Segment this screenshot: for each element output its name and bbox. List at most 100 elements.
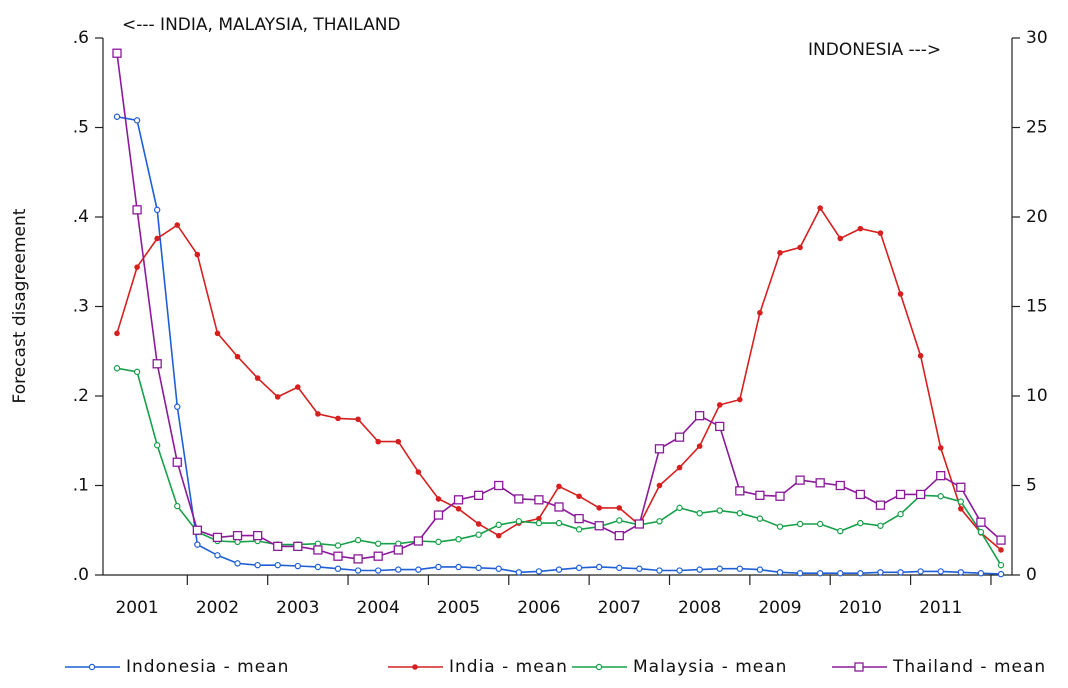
point: [214, 330, 221, 337]
point: [915, 489, 926, 500]
point: [877, 569, 884, 576]
point: [232, 530, 243, 541]
point: [274, 394, 281, 400]
point: [252, 530, 263, 541]
point: [514, 494, 524, 504]
point: [837, 527, 844, 535]
point: [815, 478, 825, 488]
point: [534, 495, 544, 505]
point: [194, 251, 201, 258]
point: [555, 519, 563, 527]
point: [855, 489, 866, 500]
point: [795, 475, 805, 485]
x-tick-label: 2006: [517, 598, 560, 618]
x-tick-label: 2002: [196, 598, 239, 618]
point: [314, 563, 322, 571]
point: [334, 542, 342, 549]
point: [857, 519, 864, 527]
point: [475, 521, 482, 527]
point: [495, 565, 502, 572]
point: [715, 421, 725, 432]
point: [555, 566, 563, 573]
point: [495, 521, 502, 529]
point: [837, 570, 844, 577]
point: [455, 505, 462, 512]
point: [194, 541, 201, 548]
point: [415, 566, 422, 573]
point: [152, 359, 162, 369]
point: [174, 403, 181, 410]
point: [897, 510, 904, 518]
y2-tick-label: 0: [1026, 565, 1037, 585]
point: [113, 365, 121, 372]
point: [575, 526, 583, 533]
point: [817, 205, 823, 211]
point: [936, 471, 946, 481]
y2-tick-label: 25: [1026, 118, 1048, 138]
point: [294, 562, 302, 570]
point: [997, 561, 1005, 569]
point: [554, 502, 564, 512]
point: [393, 545, 403, 555]
point: [616, 517, 623, 524]
y2-tick-label: 15: [1026, 297, 1048, 317]
point: [937, 568, 944, 575]
point: [937, 493, 944, 500]
annotation: <--- INDIA, MALAYSIA, THAILAND: [122, 15, 401, 35]
point: [736, 565, 744, 572]
y-tick-label: .5: [73, 118, 89, 138]
point: [656, 482, 663, 489]
point: [535, 568, 543, 575]
point: [133, 368, 141, 376]
point: [756, 566, 764, 573]
point: [556, 483, 562, 490]
x-tick-label: 2004: [357, 598, 400, 618]
y2-tick-label: 30: [1026, 28, 1048, 48]
x-tick-label: 2009: [758, 598, 801, 618]
point: [775, 491, 785, 501]
point: [737, 396, 743, 403]
point: [435, 496, 442, 502]
point: [373, 551, 383, 561]
point: [575, 564, 583, 572]
point: [857, 570, 864, 577]
point: [957, 498, 965, 505]
point: [696, 443, 703, 449]
point: [114, 330, 120, 337]
x-tick-label: 2007: [598, 598, 641, 618]
point: [875, 500, 886, 510]
y-axis-label: Forecast disagreement: [10, 208, 30, 403]
point: [957, 569, 965, 576]
point: [634, 519, 645, 529]
point: [956, 482, 966, 492]
point: [435, 538, 442, 546]
point: [636, 565, 643, 572]
point: [796, 570, 804, 577]
point: [494, 480, 504, 491]
point: [455, 563, 462, 571]
point: [735, 486, 745, 496]
legend-label: Indonesia - mean: [126, 657, 289, 677]
point: [293, 541, 303, 552]
point: [937, 445, 944, 451]
point: [112, 48, 122, 58]
point: [595, 563, 603, 571]
point: [174, 502, 181, 510]
point: [333, 551, 343, 561]
point: [413, 536, 424, 546]
point: [716, 565, 723, 572]
point: [997, 570, 1005, 578]
point: [816, 520, 824, 528]
point: [897, 291, 904, 297]
y-tick-label: .0: [73, 565, 89, 585]
point: [153, 442, 161, 449]
point: [776, 523, 784, 530]
point: [756, 515, 764, 522]
point: [716, 402, 723, 408]
point: [977, 570, 985, 577]
point: [374, 567, 382, 574]
point: [415, 469, 422, 475]
y-tick-label: .2: [73, 386, 89, 406]
point: [614, 530, 624, 541]
point: [214, 552, 221, 559]
